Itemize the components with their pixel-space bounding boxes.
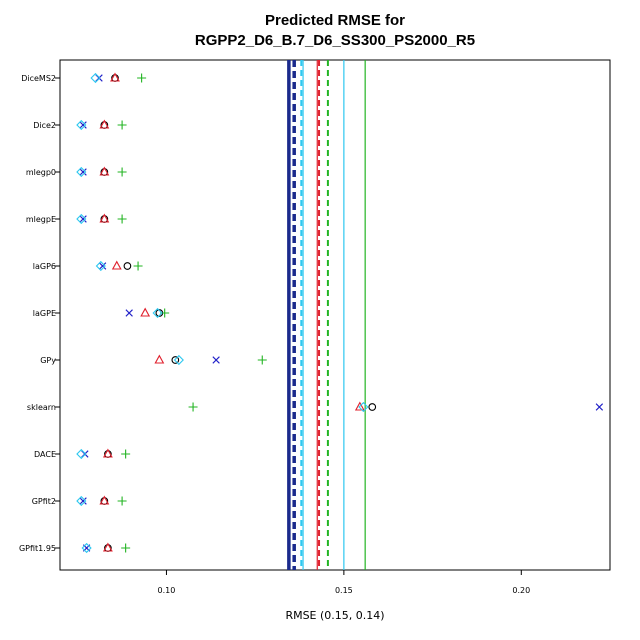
plus-marker [117,120,127,130]
diamond-marker [76,166,87,178]
category-axis: DiceMS2 Dice2 mlegp0 mlegpE laGP6 laGPE GPy skl… [19,74,60,553]
x-axis-label: RMSE (0.15, 0.14) [285,609,384,622]
plus-marker [117,167,127,177]
triangle-marker [110,72,120,82]
plus-marker [137,73,147,83]
triangle-marker [99,213,110,223]
x-marker [212,356,220,364]
category-label: DiceMS2 [21,74,56,83]
plus-marker [133,261,143,271]
diamond-marker [76,213,87,225]
data-points [76,72,604,554]
chart-title-line1: Predicted RMSE for [265,12,405,29]
triangle-marker [102,542,113,552]
triangle-marker [111,260,122,270]
triangle-marker [99,495,110,505]
x-marker [595,403,604,411]
x-tick-label: 0.20 [512,586,530,595]
diamond-marker [95,260,106,272]
x-marker [79,497,87,505]
circle-marker [368,403,377,411]
triangle-marker [354,401,365,411]
category-label: DACE [34,450,56,459]
category-label: sklearn [27,403,56,412]
category-label: laGP6 [33,262,56,271]
category-label: mlegpE [26,215,56,224]
diamond-marker [76,448,87,460]
plus-marker [188,402,198,412]
triangle-marker [99,166,110,176]
diamond-marker [76,119,87,131]
category-label: Dice2 [33,121,56,130]
category-label: laGPE [33,309,56,318]
plus-marker [257,355,267,365]
x-tick-label: 0.15 [335,586,353,595]
x-marker [98,262,107,270]
category-label: GPfit2 [32,497,56,506]
reference-lines [287,60,366,570]
category-label: mlegp0 [26,168,56,177]
category-label: GPy [40,356,56,365]
triangle-marker [140,307,151,317]
plus-marker [117,496,127,506]
x-tick-label: 0.10 [158,586,176,595]
plot-frame [59,59,611,571]
diamond-marker [81,542,92,554]
x-marker [79,215,87,223]
x-marker [79,121,87,129]
diamond-marker [358,401,369,413]
circle-marker [171,356,180,364]
category-label: GPfit1.95 [19,544,56,553]
x-marker [125,309,133,317]
triangle-marker [99,119,110,129]
diamond-marker [173,354,184,366]
triangle-marker [154,354,165,364]
plus-marker [117,214,127,224]
triangle-marker [102,448,113,458]
chart-title-line2: RGPP2_D6_B.7_D6_SS300_PS2000_R5 [195,32,475,49]
diamond-marker [90,72,101,84]
diamond-marker [76,495,87,507]
x-marker [79,168,87,176]
plus-marker [121,449,131,459]
circle-marker [123,262,132,270]
plus-marker [121,543,131,553]
diamond-marker [152,307,163,319]
x-axis: 0.10 0.15 0.20 [158,570,530,595]
